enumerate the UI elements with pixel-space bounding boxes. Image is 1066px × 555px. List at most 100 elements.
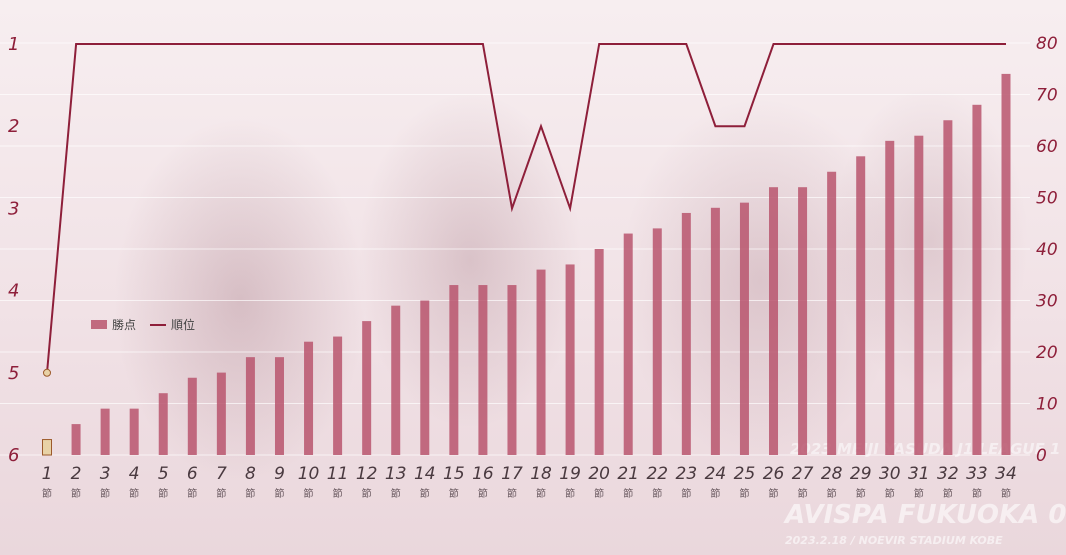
matchday-label: 26 [763, 464, 785, 484]
match-caption: AVISPA FUKUOKA 0 [783, 500, 1066, 530]
matchday-label: 34 [995, 464, 1017, 484]
points-bar [885, 140, 895, 455]
points-bar [129, 408, 139, 455]
points-tick-label: 40 [1036, 240, 1058, 260]
matchday-label: 31 [908, 464, 930, 484]
matchday-label: 30 [879, 464, 901, 484]
matchday-suffix: 節 [507, 487, 517, 500]
points-bar [304, 341, 314, 455]
points-axis: 0 10 20 30 40 50 60 70 80 [1036, 34, 1058, 466]
matchday-label: 11 [327, 464, 349, 484]
matchday-suffix: 節 [391, 487, 401, 500]
legend-bar-label: 勝点 [112, 317, 136, 332]
points-tick-label: 60 [1036, 137, 1058, 157]
matchday-suffix: 節 [769, 487, 779, 500]
matchday-label: 4 [129, 464, 140, 484]
points-bar [565, 264, 575, 455]
points-bar [420, 300, 430, 455]
matchday-suffix: 節 [565, 487, 575, 500]
matchday-suffix: 節 [42, 487, 52, 500]
rank-tick-label: 1 [8, 34, 19, 55]
matchday-label: 5 [158, 464, 169, 484]
points-tick-label: 10 [1036, 395, 1058, 415]
matchday-suffix: 節 [71, 487, 81, 500]
matchday-suffix: 節 [972, 487, 982, 500]
points-bar [507, 285, 517, 455]
matchday-suffix: 節 [304, 487, 314, 500]
points-bar [594, 249, 604, 455]
rank-tick-label: 5 [8, 363, 19, 384]
matchday-label: 19 [559, 464, 581, 484]
points-bar [71, 424, 81, 455]
points-bar [333, 336, 343, 455]
points-bar [274, 357, 284, 455]
matchday-suffix: 節 [856, 487, 866, 500]
points-bar [710, 207, 720, 455]
points-bar [536, 269, 546, 455]
matchday-label: 3 [100, 464, 111, 484]
rank-tick-label: 2 [8, 116, 19, 137]
matchday-suffix: 節 [536, 487, 546, 500]
matchday-suffix: 節 [710, 487, 720, 500]
matchday-suffix: 節 [943, 487, 953, 500]
matchday-suffix: 節 [594, 487, 604, 500]
matchday-suffix: 節 [739, 487, 749, 500]
points-bars [42, 73, 1011, 456]
rank-start-marker [43, 368, 51, 377]
points-bar [972, 104, 982, 456]
matchday-suffix: 節 [216, 487, 226, 500]
matchday-label: 18 [530, 464, 552, 484]
matchday-suffix: 節 [100, 487, 110, 500]
points-bar [827, 171, 837, 455]
matchday-label: 16 [472, 464, 494, 484]
matchday-label: 21 [617, 464, 639, 484]
points-bar [652, 228, 662, 455]
matchday-suffix: 節 [798, 487, 808, 500]
rank-axis: 1 2 3 4 5 6 [8, 34, 19, 466]
points-tick-label: 70 [1036, 86, 1058, 106]
matchday-suffix: 節 [623, 487, 633, 500]
points-bar [798, 187, 808, 455]
points-bar [914, 135, 924, 455]
matchday-label: 22 [646, 464, 668, 484]
points-bar [681, 212, 691, 455]
matchday-label: 27 [792, 464, 814, 484]
points-bar [739, 202, 749, 455]
legend-bar-swatch [91, 320, 107, 329]
matchday-suffix: 節 [827, 487, 837, 500]
matchday-label: 6 [187, 464, 198, 484]
matchday-label: 32 [937, 464, 959, 484]
matchday-axis: 1節2節3節4節5節6節7節8節9節10節11節12節13節14節15節16節1… [42, 464, 1017, 500]
matchday-label: 15 [443, 464, 465, 484]
matchday-label: 20 [588, 464, 610, 484]
points-tick-label: 0 [1036, 446, 1047, 466]
background-caption: 2023 MEIJI YASUDA J1 LEAGUE 1 AVISPA FUK… [783, 440, 1066, 547]
matchday-label: 25 [734, 464, 756, 484]
points-bar [42, 439, 52, 456]
matchday-label: 14 [414, 464, 436, 484]
points-tick-label: 30 [1036, 292, 1058, 312]
matchday-suffix: 節 [914, 487, 924, 500]
matchday-suffix: 節 [478, 487, 488, 500]
matchday-label: 17 [501, 464, 523, 484]
points-bar [100, 408, 110, 455]
points-bar [245, 357, 255, 455]
venue-caption: 2023.2.18 / NOEVIR STADIUM KOBE [785, 534, 1003, 547]
points-tick-label: 80 [1036, 34, 1058, 54]
matchday-label: 2 [71, 464, 82, 484]
matchday-label: 9 [274, 464, 285, 484]
matchday-suffix: 節 [158, 487, 168, 500]
matchday-label: 1 [42, 464, 53, 484]
matchday-suffix: 節 [245, 487, 255, 500]
points-tick-label: 20 [1036, 343, 1058, 363]
points-bar [449, 285, 459, 455]
matchday-suffix: 節 [274, 487, 284, 500]
matchday-suffix: 節 [420, 487, 430, 500]
matchday-suffix: 節 [449, 487, 459, 500]
matchday-suffix: 節 [1001, 487, 1011, 500]
matchday-label: 28 [821, 464, 843, 484]
matchday-suffix: 節 [652, 487, 662, 500]
points-bar [362, 321, 372, 455]
rank-tick-label: 3 [8, 198, 19, 219]
